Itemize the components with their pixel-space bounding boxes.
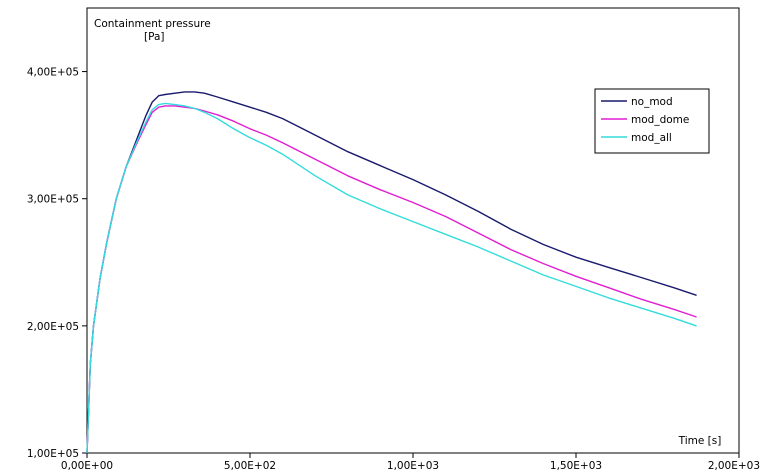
legend-box (594, 88, 710, 154)
x-tick-label: 2,00E+03 (708, 460, 760, 472)
x-tick-label: 0,00E+00 (61, 460, 113, 472)
legend-label-no-mod: no_mod (631, 96, 673, 108)
x-tick-label: 5,00E+02 (224, 460, 276, 472)
plot-area (86, 7, 740, 454)
legend: no_mod mod_dome mod_all (594, 88, 710, 154)
series-line-mod-all (86, 102, 697, 454)
x-tick-label: 1,00E+03 (387, 460, 439, 472)
y-axis-title: Containment pressure (94, 18, 211, 30)
legend-label-mod-dome: mod_dome (631, 114, 689, 126)
y-axis-unit: [Pa] (144, 31, 165, 43)
x-tick-label: 1,50E+03 (550, 460, 602, 472)
y-tick-label: 1,00E+05 (27, 448, 79, 460)
legend-label-mod-all: mod_all (631, 132, 672, 144)
y-tick-label: 2,00E+05 (27, 321, 79, 333)
y-tick-label: 4,00E+05 (27, 67, 79, 79)
y-tick-label: 3,00E+05 (27, 194, 79, 206)
x-axis-title: Time [s] (678, 435, 722, 447)
